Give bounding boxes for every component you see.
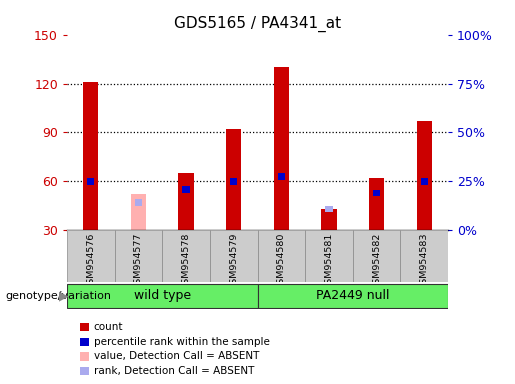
Bar xyxy=(353,230,401,282)
Text: count: count xyxy=(94,322,123,332)
Text: rank, Detection Call = ABSENT: rank, Detection Call = ABSENT xyxy=(94,366,254,376)
Bar xyxy=(182,186,190,193)
Bar xyxy=(325,206,333,212)
Bar xyxy=(230,178,237,185)
Bar xyxy=(321,209,337,230)
Text: GSM954577: GSM954577 xyxy=(134,233,143,290)
Text: GSM954583: GSM954583 xyxy=(420,233,428,290)
Bar xyxy=(162,230,210,282)
Text: GSM954581: GSM954581 xyxy=(324,233,333,290)
Bar xyxy=(226,129,242,230)
Bar xyxy=(421,178,428,185)
Bar xyxy=(278,173,285,180)
Text: genotype/variation: genotype/variation xyxy=(5,291,111,301)
Bar xyxy=(67,230,115,282)
Text: GSM954578: GSM954578 xyxy=(182,233,191,290)
Text: percentile rank within the sample: percentile rank within the sample xyxy=(94,337,270,347)
Text: value, Detection Call = ABSENT: value, Detection Call = ABSENT xyxy=(94,351,259,361)
Bar xyxy=(273,67,289,230)
Bar xyxy=(131,194,146,230)
Text: GSM954579: GSM954579 xyxy=(229,233,238,290)
Bar xyxy=(258,230,305,282)
Bar xyxy=(67,283,258,308)
Bar xyxy=(87,178,94,185)
Text: PA2449 null: PA2449 null xyxy=(316,289,389,302)
Bar xyxy=(83,82,98,230)
Bar xyxy=(401,230,448,282)
Bar xyxy=(417,121,432,230)
Bar xyxy=(305,230,353,282)
Title: GDS5165 / PA4341_at: GDS5165 / PA4341_at xyxy=(174,16,341,32)
Bar xyxy=(114,230,162,282)
Bar xyxy=(210,230,258,282)
Bar xyxy=(178,173,194,230)
Text: GSM954576: GSM954576 xyxy=(87,233,95,290)
Text: GSM954582: GSM954582 xyxy=(372,233,381,290)
Text: wild type: wild type xyxy=(134,289,191,302)
Bar xyxy=(135,199,142,206)
Text: ▶: ▶ xyxy=(59,289,69,302)
Bar xyxy=(258,283,448,308)
Bar xyxy=(369,178,384,230)
Text: GSM954580: GSM954580 xyxy=(277,233,286,290)
Bar xyxy=(373,190,380,196)
